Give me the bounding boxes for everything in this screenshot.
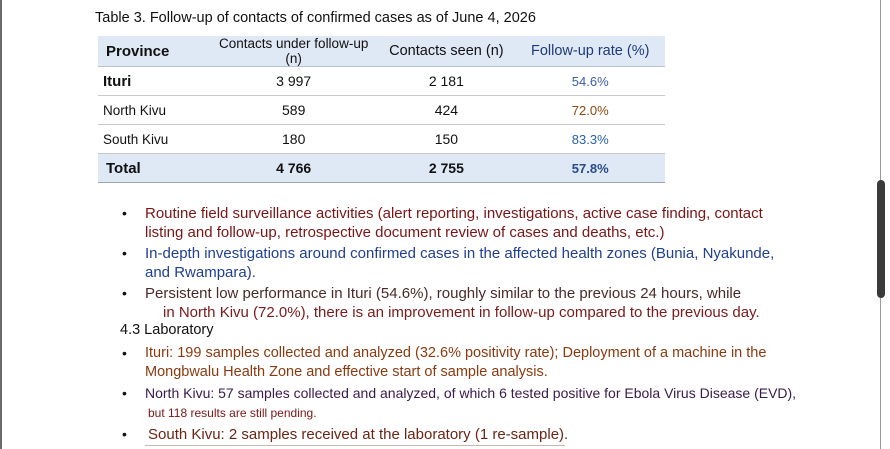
bullet-text-line: Ituri: 199 samples collected and analyze… (145, 345, 767, 361)
window-left-border (0, 0, 2, 449)
bullet-text-line: Persistent low performance in Ituri (54.… (145, 285, 742, 302)
bullet-text-line: South Kivu: 2 samples received at the la… (148, 426, 569, 443)
table-row: Ituri 3 997 2 181 54.6% (98, 66, 665, 96)
vertical-scrollbar-thumb[interactable] (877, 180, 885, 298)
cell-total-rate: 57.8% (515, 153, 665, 183)
bullet-text-line: listing and follow-up, retrospective doc… (145, 224, 665, 241)
bullet-marker: • (122, 245, 127, 261)
bullet-marker: • (122, 205, 127, 221)
bullet-text-line: North Kivu: 57 samples collected and ana… (145, 385, 797, 401)
cell-under-follow-up: 180 (210, 124, 378, 154)
cell-province: South Kivu (98, 124, 211, 154)
bullet-text-line: In-depth investigations around confirmed… (145, 245, 775, 262)
list-item: • South Kivu: 2 samples received at the … (122, 425, 568, 444)
table-header-row: Province Contacts under follow-up (n) Co… (98, 36, 665, 67)
table-row: North Kivu 589 424 72.0% (98, 95, 665, 125)
table-caption: Table 3. Follow-up of contacts of confir… (95, 10, 536, 26)
cell-seen: 424 (377, 95, 516, 125)
list-item: • Routine field surveillance activities … (122, 204, 763, 242)
cell-total-seen: 2 755 (377, 153, 516, 183)
section-heading-laboratory: 4.3 Laboratory (120, 322, 214, 338)
table-row: South Kivu 180 150 83.3% (98, 124, 665, 154)
cell-seen: 2 181 (377, 66, 516, 96)
cell-rate: 83.3% (515, 124, 665, 154)
bullet-text-line: and Rwampara). (145, 264, 256, 281)
cell-total-under-follow-up: 4 766 (210, 153, 378, 183)
list-item: • Ituri: 199 samples collected and analy… (122, 344, 766, 382)
bullet-marker: • (122, 385, 127, 401)
cell-seen: 150 (377, 124, 516, 154)
list-item: • Persistent low performance in Ituri (5… (122, 284, 760, 322)
list-item: • In-depth investigations around confirm… (122, 244, 774, 282)
cell-province: Ituri (98, 66, 211, 96)
bullet-text-line: in North Kivu (72.0%), there is an impro… (163, 304, 760, 321)
cell-rate: 72.0% (515, 95, 665, 125)
cell-rate: 54.6% (515, 66, 665, 96)
cell-province: North Kivu (98, 95, 211, 125)
header-contacts-under-follow-up: Contacts under follow-up (n) (210, 36, 378, 67)
bullet-marker: • (122, 285, 127, 301)
header-contacts-seen: Contacts seen (n) (377, 36, 516, 67)
bullet-text-line: Mongbwalu Health Zone and effective star… (145, 364, 548, 380)
text-underline-divider (145, 445, 565, 446)
header-follow-up-rate: Follow-up rate (%) (515, 36, 665, 67)
table-total-row: Total 4 766 2 755 57.8% (98, 153, 665, 183)
bullet-marker: • (122, 426, 127, 442)
cell-total-label: Total (98, 153, 211, 183)
cell-under-follow-up: 3 997 (210, 66, 378, 96)
list-item: • North Kivu: 57 samples collected and a… (122, 384, 796, 423)
bullet-text-line: but 118 results are still pending. (148, 406, 317, 420)
header-province: Province (98, 36, 211, 67)
cell-under-follow-up: 589 (210, 95, 378, 125)
contacts-follow-up-table: Province Contacts under follow-up (n) Co… (98, 36, 665, 183)
bullet-marker: • (122, 345, 127, 361)
bullet-text-line: Routine field surveillance activities (a… (145, 205, 763, 222)
